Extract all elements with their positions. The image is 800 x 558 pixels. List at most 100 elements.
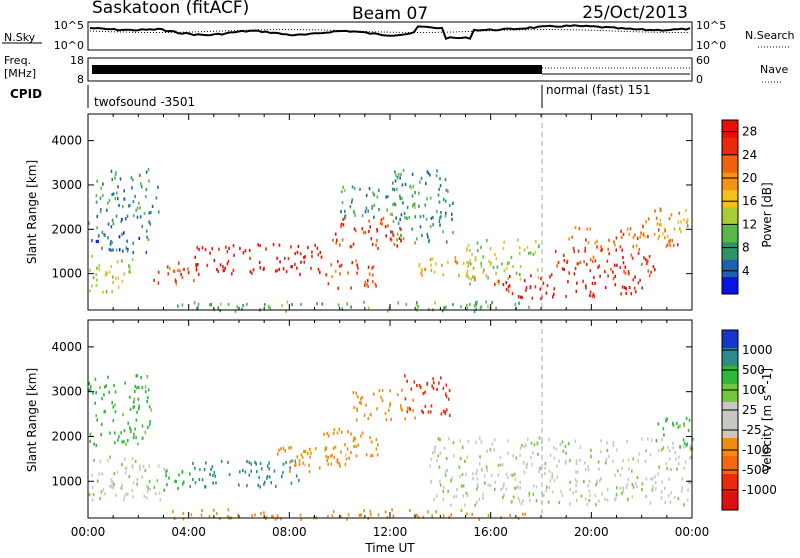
power-cell bbox=[386, 208, 388, 212]
velocity-cell bbox=[125, 492, 128, 496]
power-cell bbox=[414, 205, 416, 209]
power-cell bbox=[95, 283, 98, 287]
power-cell bbox=[391, 181, 394, 185]
velocity-cell bbox=[651, 477, 654, 481]
power-cell bbox=[628, 232, 630, 236]
power-cell bbox=[475, 301, 477, 305]
power-cell bbox=[352, 242, 355, 246]
power-cell bbox=[101, 246, 103, 250]
velocity-cell bbox=[272, 515, 274, 519]
power-cell bbox=[625, 291, 628, 295]
velocity-cell bbox=[338, 462, 341, 466]
power-cell bbox=[141, 185, 143, 189]
velocity-cell bbox=[661, 448, 663, 452]
power-cell bbox=[396, 187, 398, 191]
power-cell bbox=[147, 168, 150, 172]
velocity-cell bbox=[273, 469, 276, 473]
velocity-cell bbox=[590, 455, 592, 459]
power-cell bbox=[610, 267, 612, 271]
velocity-cell bbox=[215, 512, 218, 516]
velocity-cell bbox=[268, 461, 270, 465]
velocity-cell bbox=[685, 416, 688, 421]
velocity-cell bbox=[666, 467, 668, 471]
power-cell bbox=[482, 255, 485, 259]
velocity-cell bbox=[306, 451, 309, 456]
velocity-cell bbox=[440, 376, 442, 380]
velocity-cell bbox=[444, 473, 447, 477]
power-cell bbox=[307, 246, 309, 250]
velocity-cell bbox=[121, 440, 124, 444]
power-cell bbox=[397, 221, 400, 225]
velocity-cell bbox=[439, 483, 442, 487]
velocity-cell bbox=[91, 473, 94, 477]
velocity-cell bbox=[165, 474, 167, 478]
velocity-cell bbox=[120, 431, 122, 435]
power-cell bbox=[381, 222, 383, 226]
velocity-cell bbox=[567, 442, 570, 446]
velocity-cell bbox=[281, 474, 283, 479]
velocity-cell bbox=[389, 401, 392, 406]
velocity-cell bbox=[615, 496, 617, 500]
velocity-cell bbox=[541, 440, 543, 445]
power-cell bbox=[88, 221, 90, 225]
power-cell bbox=[416, 301, 418, 305]
velocity-cell bbox=[369, 509, 372, 513]
velocity-cell bbox=[89, 432, 92, 436]
power-cell bbox=[657, 237, 659, 241]
power-cell bbox=[112, 248, 114, 252]
power-cell bbox=[351, 261, 354, 265]
velocity-cell bbox=[215, 481, 217, 485]
power-cell bbox=[640, 231, 642, 235]
power-cell bbox=[514, 303, 517, 307]
power-cell bbox=[267, 305, 270, 309]
velocity-colorbar-tick-label: -25 bbox=[742, 423, 762, 437]
velocity-cell bbox=[616, 469, 619, 473]
power-cell bbox=[436, 210, 438, 214]
velocity-cell bbox=[477, 485, 479, 489]
velocity-cell bbox=[363, 509, 365, 513]
power-cell bbox=[600, 245, 602, 249]
power-cell bbox=[589, 227, 591, 231]
power-cell bbox=[494, 282, 496, 286]
velocity-cell bbox=[143, 494, 146, 498]
velocity-cell bbox=[597, 460, 600, 464]
velocity-cell bbox=[433, 381, 435, 385]
velocity-cell bbox=[560, 490, 562, 494]
power-cell bbox=[608, 252, 610, 256]
velocity-cell bbox=[455, 494, 457, 498]
power-cell bbox=[614, 263, 616, 267]
power-cell bbox=[319, 250, 322, 255]
velocity-cell bbox=[502, 495, 504, 499]
power-cell bbox=[523, 279, 526, 283]
power-cell bbox=[528, 251, 530, 255]
velocity-cell bbox=[551, 472, 554, 476]
power-cell bbox=[485, 274, 488, 278]
velocity-cell bbox=[683, 466, 685, 470]
velocity-colorbar-cell bbox=[722, 420, 738, 439]
velocity-cell bbox=[141, 436, 144, 440]
power-cell bbox=[342, 217, 344, 222]
power-cell bbox=[480, 264, 483, 268]
velocity-cell bbox=[367, 416, 370, 421]
power-cell bbox=[452, 231, 454, 235]
velocity-cell bbox=[192, 478, 194, 482]
power-cell bbox=[131, 258, 134, 262]
velocity-cell bbox=[124, 467, 127, 471]
power-cell bbox=[554, 249, 557, 253]
power-cell bbox=[375, 284, 377, 288]
freq-label: Freq. bbox=[4, 54, 31, 67]
power-cell bbox=[573, 249, 576, 253]
power-cell bbox=[634, 290, 637, 294]
velocity-cell bbox=[101, 422, 103, 426]
noise-right-tick-bottom: 10^0 bbox=[696, 39, 726, 52]
power-cell bbox=[259, 266, 262, 270]
velocity-cell bbox=[678, 455, 680, 459]
velocity-cell bbox=[109, 484, 111, 488]
velocity-cell bbox=[178, 473, 180, 477]
velocity-cell bbox=[175, 479, 178, 483]
power-cell bbox=[534, 285, 537, 289]
power-cell bbox=[439, 184, 442, 188]
velocity-cell bbox=[219, 517, 221, 521]
power-cell bbox=[244, 249, 247, 253]
